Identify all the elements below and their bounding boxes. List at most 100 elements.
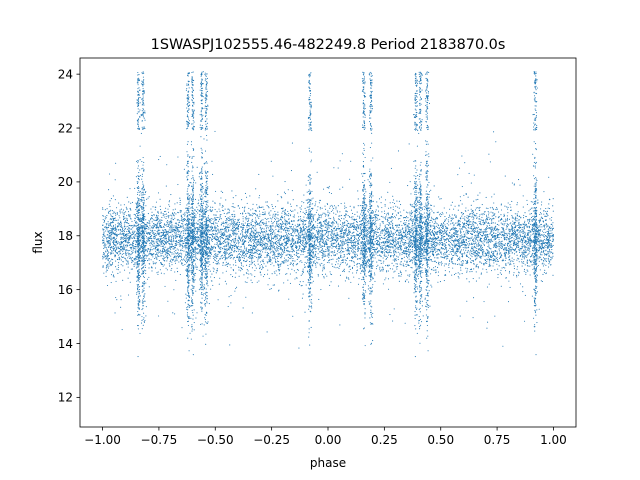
data-point bbox=[112, 227, 114, 229]
data-point bbox=[186, 241, 188, 243]
data-point bbox=[281, 221, 284, 223]
data-point bbox=[238, 241, 240, 243]
data-point bbox=[408, 233, 410, 236]
data-point bbox=[301, 239, 303, 241]
data-point bbox=[450, 223, 452, 225]
data-point bbox=[347, 244, 349, 246]
data-point bbox=[261, 242, 263, 244]
data-point bbox=[102, 236, 104, 238]
data-point bbox=[385, 229, 387, 231]
data-point bbox=[244, 281, 246, 283]
data-point bbox=[172, 239, 174, 241]
data-point bbox=[496, 254, 498, 256]
data-point bbox=[132, 225, 134, 227]
data-point bbox=[105, 223, 107, 225]
data-point bbox=[263, 223, 265, 225]
data-point bbox=[261, 265, 263, 267]
data-point bbox=[424, 206, 427, 208]
data-point bbox=[343, 241, 345, 243]
data-point bbox=[462, 247, 464, 249]
data-point bbox=[252, 257, 254, 259]
data-point bbox=[243, 224, 246, 227]
data-point bbox=[491, 218, 493, 220]
data-point bbox=[159, 229, 161, 231]
data-point bbox=[172, 246, 175, 248]
data-point bbox=[151, 231, 153, 233]
data-point bbox=[285, 261, 287, 263]
data-point bbox=[324, 253, 326, 255]
data-point bbox=[225, 270, 227, 272]
data-point bbox=[460, 244, 462, 247]
data-point bbox=[352, 246, 354, 248]
data-point bbox=[267, 240, 269, 242]
data-point bbox=[215, 232, 217, 235]
data-point bbox=[459, 231, 462, 233]
data-point bbox=[397, 243, 399, 245]
data-point bbox=[521, 254, 523, 256]
data-point bbox=[470, 251, 472, 253]
data-point bbox=[398, 200, 400, 202]
data-point bbox=[218, 229, 220, 231]
data-point bbox=[283, 257, 286, 259]
data-point bbox=[155, 244, 157, 246]
data-point bbox=[251, 218, 253, 220]
data-point bbox=[274, 215, 276, 217]
data-point bbox=[495, 238, 497, 241]
data-point bbox=[365, 229, 367, 231]
data-point bbox=[158, 259, 160, 262]
data-point bbox=[384, 236, 386, 238]
data-point bbox=[443, 257, 445, 259]
data-point bbox=[195, 222, 197, 224]
data-point bbox=[456, 255, 459, 257]
data-point bbox=[170, 243, 172, 245]
data-point bbox=[305, 226, 308, 228]
data-point bbox=[254, 245, 256, 248]
data-point bbox=[269, 229, 272, 231]
data-point bbox=[532, 260, 534, 262]
data-point bbox=[396, 268, 398, 270]
data-point bbox=[274, 216, 276, 218]
data-point bbox=[384, 241, 386, 244]
data-point bbox=[339, 264, 341, 266]
data-point bbox=[455, 222, 457, 224]
data-point bbox=[273, 245, 275, 247]
data-point bbox=[464, 251, 466, 253]
data-point bbox=[300, 232, 302, 234]
data-point bbox=[344, 280, 346, 282]
data-point bbox=[396, 200, 398, 202]
data-point bbox=[275, 258, 277, 260]
data-point bbox=[524, 248, 526, 250]
data-point bbox=[329, 271, 331, 273]
data-point bbox=[500, 269, 502, 271]
data-point bbox=[242, 225, 245, 227]
data-point bbox=[199, 216, 201, 218]
data-point bbox=[548, 263, 550, 265]
data-point bbox=[474, 237, 476, 239]
data-point bbox=[287, 260, 289, 262]
data-point bbox=[384, 255, 386, 257]
data-point bbox=[360, 233, 363, 235]
data-point bbox=[390, 249, 392, 251]
data-point bbox=[348, 215, 350, 218]
data-point bbox=[250, 222, 252, 224]
data-point bbox=[500, 214, 502, 216]
data-point bbox=[243, 274, 245, 276]
data-point bbox=[357, 237, 360, 240]
data-point bbox=[427, 204, 429, 206]
data-point bbox=[337, 205, 339, 207]
data-point bbox=[114, 241, 116, 243]
data-point bbox=[537, 240, 539, 242]
data-point bbox=[130, 234, 133, 236]
data-point bbox=[375, 219, 377, 221]
data-point bbox=[162, 232, 164, 234]
data-point bbox=[552, 274, 554, 276]
data-point bbox=[242, 226, 244, 228]
data-point bbox=[167, 219, 169, 222]
data-point bbox=[286, 232, 288, 234]
data-point bbox=[272, 216, 274, 218]
data-point bbox=[224, 264, 226, 266]
data-point bbox=[429, 255, 431, 257]
data-point bbox=[429, 259, 431, 261]
data-point bbox=[158, 229, 160, 231]
data-point bbox=[117, 241, 119, 243]
